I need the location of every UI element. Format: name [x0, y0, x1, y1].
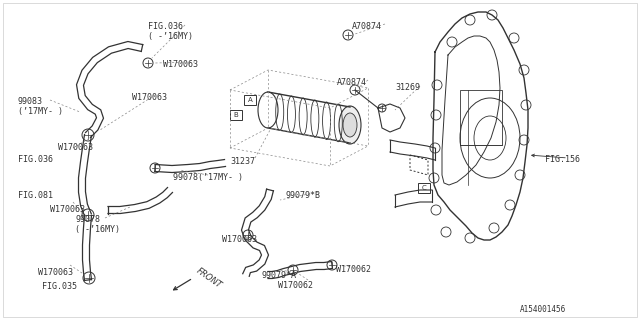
Ellipse shape: [339, 106, 361, 144]
Text: C: C: [422, 185, 426, 191]
Bar: [230, 110, 242, 120]
Text: W170063: W170063: [222, 235, 257, 244]
Text: W170063: W170063: [58, 143, 93, 152]
Text: W170063: W170063: [163, 60, 198, 69]
Text: (’17MY- ): (’17MY- ): [18, 107, 63, 116]
Text: 99078(’17MY- ): 99078(’17MY- ): [173, 173, 243, 182]
Text: 99079*B: 99079*B: [285, 191, 320, 200]
Text: B: B: [234, 112, 238, 118]
Text: 99083: 99083: [18, 97, 43, 106]
Text: A70874: A70874: [352, 22, 382, 31]
Text: FIG.156: FIG.156: [545, 155, 580, 164]
Text: FIG.081: FIG.081: [18, 191, 53, 200]
Text: A70874: A70874: [337, 78, 367, 87]
Text: A154001456: A154001456: [520, 305, 566, 314]
Text: W170063: W170063: [50, 205, 85, 214]
Text: 31237: 31237: [230, 157, 255, 166]
Text: W170063: W170063: [132, 93, 167, 102]
Text: 99079*A: 99079*A: [262, 271, 297, 280]
Text: FRONT: FRONT: [195, 266, 224, 290]
Ellipse shape: [343, 113, 357, 137]
Text: 31269: 31269: [395, 83, 420, 92]
Text: ( -’16MY): ( -’16MY): [75, 225, 120, 234]
Text: W170062: W170062: [336, 265, 371, 274]
Text: 99078: 99078: [75, 215, 100, 224]
Bar: [244, 95, 256, 105]
Text: ( -’16MY): ( -’16MY): [148, 32, 193, 41]
Text: FIG.036: FIG.036: [18, 155, 53, 164]
Text: W170063: W170063: [38, 268, 73, 277]
Bar: [460, 90, 502, 145]
Bar: [418, 183, 430, 193]
Text: FIG.035: FIG.035: [42, 282, 77, 291]
Text: W170062: W170062: [278, 281, 313, 290]
Text: FIG.036: FIG.036: [148, 22, 183, 31]
Text: A: A: [248, 97, 252, 103]
